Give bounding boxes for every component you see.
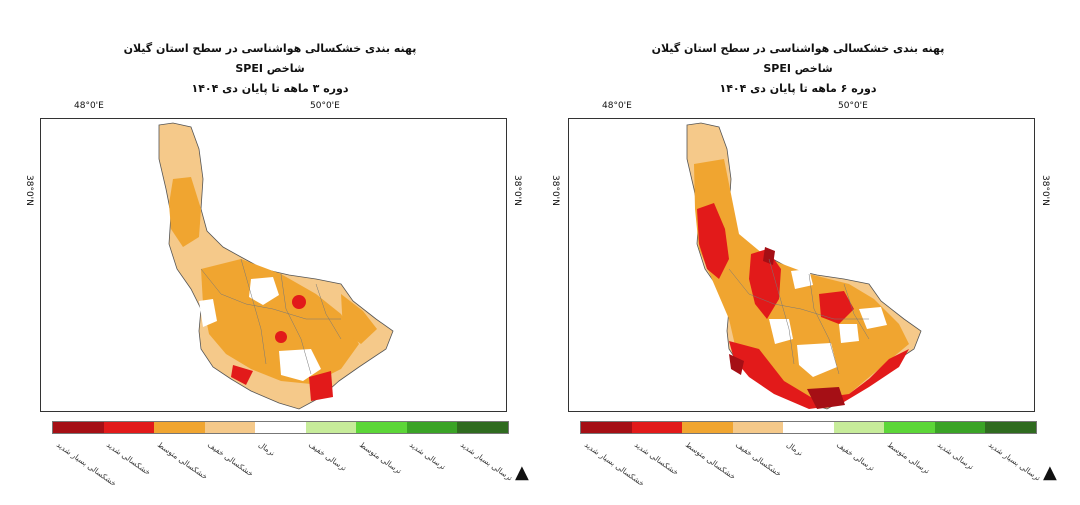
legend-label: ترسالی شدید: [407, 440, 448, 472]
legend-label: ترسالی خفیف: [834, 440, 877, 473]
legend-label: ترسالی خفیف: [306, 440, 349, 473]
legend-label: خشکسالی متوسط: [683, 440, 738, 482]
county-boundaries: [728, 258, 870, 375]
right-map-panel: پهنه بندی خشکسالی هواشناسی در سطح استان …: [528, 0, 1068, 505]
legend-swatch-severe-wet: [934, 422, 985, 433]
legend-labels: خشکسالی بسیار شدید خشکسالی شدید خشکسالی …: [52, 440, 515, 490]
legend-swatch-severe-wet: [406, 422, 457, 433]
zone-severe: [292, 295, 306, 309]
legend-label: ترسالی بسیار شدید: [986, 440, 1043, 483]
zone-moderate: [341, 294, 377, 344]
legend-swatch-mild-drought: [204, 422, 255, 433]
lon-label-50: 50°0'E: [838, 101, 868, 111]
map-period-label: دوره ۶ ماهه تا پایان دی ۱۴۰۴: [719, 82, 877, 95]
map-index-label: شاخص SPEI: [763, 62, 833, 75]
zone-severe: [231, 365, 253, 385]
legend-label: خشکسالی متوسط: [155, 440, 210, 482]
zone-severe: [729, 341, 909, 409]
legend-label: خشکسالی خفیف: [205, 440, 256, 479]
legend-label: ترسالی بسیار شدید: [458, 440, 515, 483]
gilan-map: [158, 122, 394, 410]
map-title: پهنه بندی خشکسالی هواشناسی در سطح استان …: [651, 42, 945, 55]
left-map-panel: پهنه بندی خشکسالی هواشناسی در سطح استان …: [24, 42, 529, 490]
legend-swatch-moderate-wet: [884, 422, 935, 433]
zone-normal: [791, 269, 813, 289]
map-index-label: شاخص SPEI: [235, 62, 305, 75]
zone-severe: [749, 249, 781, 319]
legend-label: ترسالی متوسط: [357, 440, 404, 476]
lat-label-left: 38°0'N: [550, 175, 560, 206]
zone-normal: [769, 319, 793, 344]
zone-extreme: [807, 387, 845, 409]
map-title: پهنه بندی خشکسالی هواشناسی در سطح استان …: [123, 42, 417, 55]
zone-normal: [199, 299, 217, 327]
north-arrow-icon: ▲: [1043, 462, 1057, 483]
legend-swatch-moderate-wet: [356, 422, 407, 433]
legend-label: خشکسالی شدید: [104, 440, 153, 477]
legend-label: ترسالی متوسط: [885, 440, 932, 476]
legend-swatch-mild-wet: [305, 422, 356, 433]
lon-label-50: 50°0'E: [310, 101, 340, 111]
legend-label: خشکسالی خفیف: [733, 440, 784, 479]
lon-label-48: 48°0'E: [602, 101, 632, 111]
gilan-map: [686, 122, 922, 410]
zone-normal: [249, 277, 279, 305]
legend-bar: [52, 421, 509, 434]
legend-swatch-severe-drought: [631, 422, 682, 433]
legend-swatch-extreme-wet: [457, 422, 508, 433]
map-frame: [568, 118, 1035, 412]
legend-swatch-mild-drought: [732, 422, 783, 433]
county-boundaries: [200, 258, 342, 375]
zone-moderate: [169, 177, 201, 247]
zone-extreme: [763, 247, 775, 265]
legend-label: ترسالی شدید: [935, 440, 976, 472]
lat-label-right: 38°0'N: [1040, 175, 1050, 206]
legend-bar: [580, 421, 1037, 434]
legend-label: نرمال: [256, 440, 277, 458]
zone-normal: [797, 343, 837, 377]
lat-label-left: 38°0'N: [24, 175, 34, 206]
lon-label-48: 48°0'E: [74, 101, 104, 111]
zone-moderate: [201, 259, 359, 384]
map-period-label: دوره ۳ ماهه تا پایان دی ۱۴۰۴: [191, 82, 349, 95]
map-frame: [40, 118, 507, 412]
legend-swatch-moderate-drought: [154, 422, 205, 433]
zone-normal: [839, 324, 859, 343]
legend-labels: خشکسالی بسیار شدید خشکسالی شدید خشکسالی …: [580, 440, 1043, 490]
zone-severe: [275, 331, 287, 343]
legend-swatch-severe-drought: [103, 422, 154, 433]
legend-swatch-extreme-drought: [53, 422, 104, 433]
zone-extreme: [729, 354, 744, 375]
legend-swatch-moderate-drought: [682, 422, 733, 433]
zone-severe: [697, 203, 729, 279]
legend-swatch-normal: [255, 422, 306, 433]
legend-swatch-normal: [783, 422, 834, 433]
zone-severe: [309, 371, 333, 401]
zone-severe: [819, 291, 854, 324]
legend-label: خشکسالی شدید: [632, 440, 681, 477]
legend-swatch-mild-wet: [833, 422, 884, 433]
north-arrow-icon: ▲: [515, 462, 529, 483]
legend-label: نرمال: [784, 440, 805, 458]
legend-swatch-extreme-wet: [985, 422, 1036, 433]
zone-normal: [859, 307, 887, 329]
legend-swatch-extreme-drought: [581, 422, 632, 433]
lat-label-right: 38°0'N: [512, 175, 522, 206]
